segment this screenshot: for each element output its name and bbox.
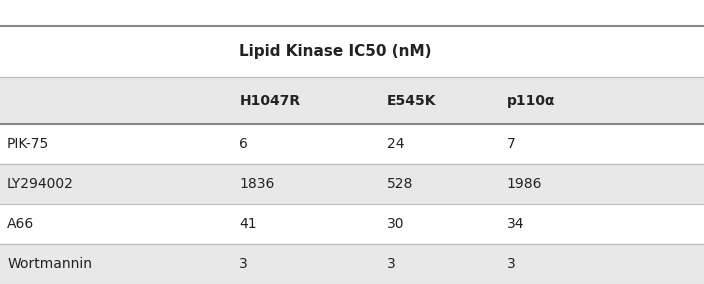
Text: 6: 6 [239, 137, 249, 151]
Text: 7: 7 [507, 137, 515, 151]
Text: 3: 3 [387, 257, 396, 271]
Text: 3: 3 [507, 257, 515, 271]
Text: E545K: E545K [387, 94, 436, 108]
Text: 1836: 1836 [239, 177, 275, 191]
Bar [0, 204, 704, 244]
Bar [0, 244, 704, 284]
Text: 34: 34 [507, 217, 524, 231]
Bar [0, 164, 704, 204]
Text: 41: 41 [239, 217, 257, 231]
Bar [0, 124, 704, 164]
Text: H1047R: H1047R [239, 94, 301, 108]
Text: p110α: p110α [507, 94, 555, 108]
Text: Lipid Kinase IC50 (nM): Lipid Kinase IC50 (nM) [239, 44, 432, 59]
Bar [0, 78, 704, 124]
Bar [0, 26, 704, 78]
Text: 24: 24 [387, 137, 405, 151]
Text: 3: 3 [239, 257, 248, 271]
Text: LY294002: LY294002 [7, 177, 74, 191]
Text: 1986: 1986 [507, 177, 542, 191]
Text: A66: A66 [7, 217, 34, 231]
Text: 528: 528 [387, 177, 413, 191]
Text: 30: 30 [387, 217, 405, 231]
Text: PIK-75: PIK-75 [7, 137, 49, 151]
Text: Wortmannin: Wortmannin [7, 257, 92, 271]
